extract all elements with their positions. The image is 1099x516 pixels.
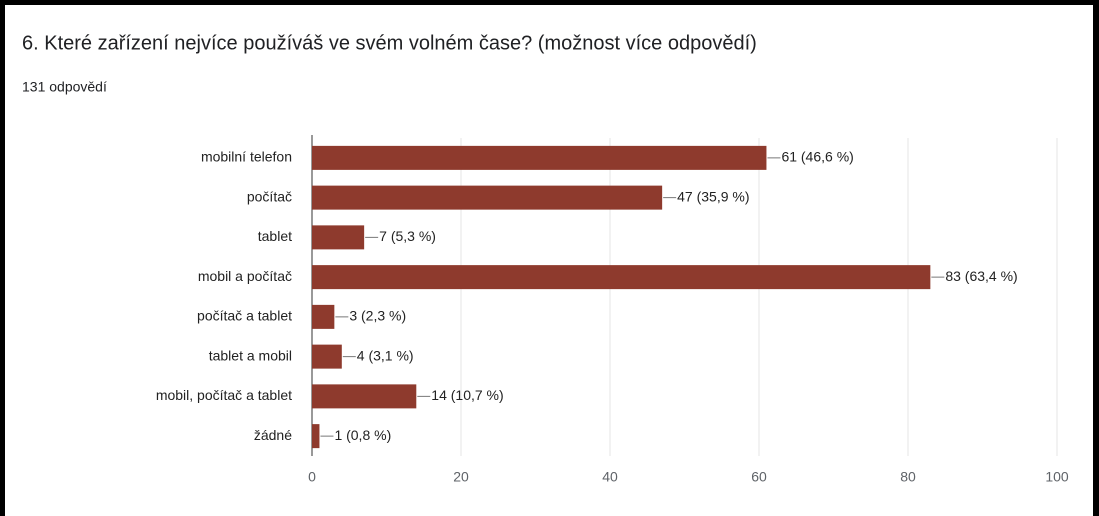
value-label: 47 (35,9 %) (677, 188, 749, 204)
value-label: 1 (0,8 %) (334, 427, 391, 443)
bar (312, 424, 320, 449)
value-label: 4 (3,1 %) (357, 347, 414, 363)
y-tick-label: počítač a tablet (197, 308, 292, 324)
y-tick-label: žádné (254, 427, 292, 443)
x-tick-label: 0 (308, 469, 316, 485)
y-tick-label: mobil a počítač (198, 268, 292, 284)
x-tick-label: 40 (602, 469, 618, 485)
chart-title: 6. Které zařízení nejvíce používáš ve sv… (22, 32, 757, 54)
x-tick-label: 20 (453, 469, 469, 485)
x-tick-label: 100 (1045, 469, 1069, 485)
bar (312, 344, 342, 369)
bar (312, 304, 335, 329)
chart-subtitle: 131 odpovědí (22, 79, 107, 95)
x-tick-label: 60 (751, 469, 767, 485)
value-label: 14 (10,7 %) (431, 387, 503, 403)
y-tick-label: mobilní telefon (201, 149, 292, 165)
y-tick-label: tablet a mobil (209, 347, 292, 363)
y-tick-label: mobil, počítač a tablet (156, 387, 292, 403)
bar (312, 384, 417, 409)
y-tick-label: počítač (247, 188, 292, 204)
x-tick-label: 80 (900, 469, 916, 485)
value-label: 83 (63,4 %) (945, 268, 1017, 284)
y-tick-label: tablet (258, 228, 292, 244)
value-label: 3 (2,3 %) (349, 308, 406, 324)
bar (312, 225, 365, 250)
value-label: 7 (5,3 %) (379, 228, 436, 244)
bar (312, 265, 931, 290)
value-label: 61 (46,6 %) (781, 149, 853, 165)
bar (312, 145, 767, 170)
bar (312, 185, 663, 210)
